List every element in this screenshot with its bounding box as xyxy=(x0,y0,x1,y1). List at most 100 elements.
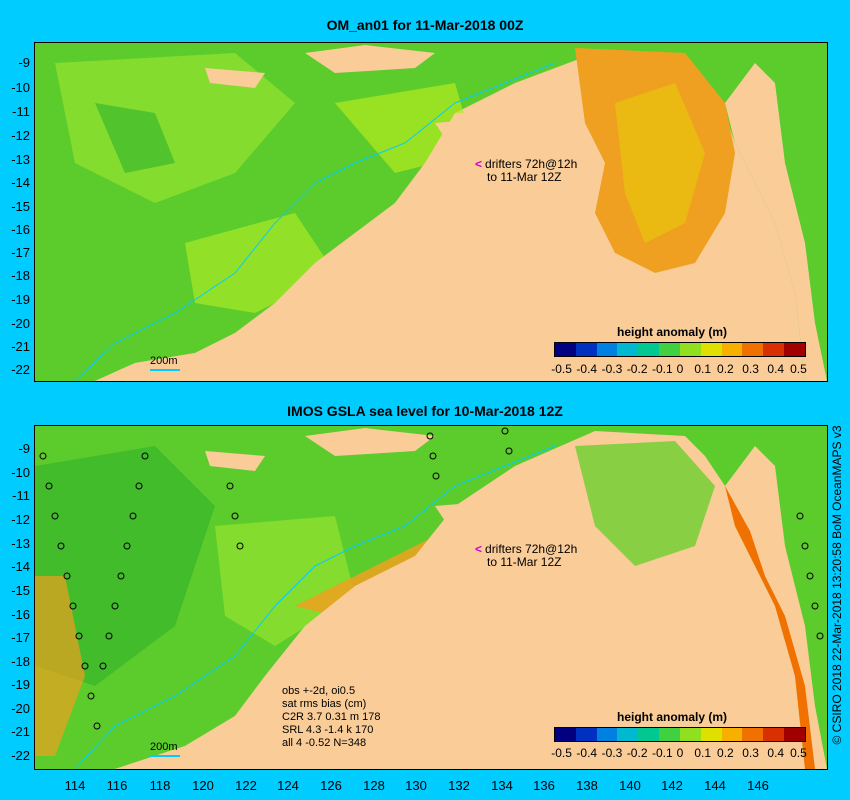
colorbar-panel-1 xyxy=(554,342,806,357)
x-tick-label: 128 xyxy=(363,778,385,793)
colorbar-tick: 0.4 xyxy=(767,362,785,376)
credit-label: © CSIRO 2018 22-Mar-2018 13:20:58 BoM Oc… xyxy=(830,425,844,745)
y-tick-label: -9 xyxy=(18,55,30,70)
colorbar-swatch xyxy=(555,343,576,356)
y-tick-label: -22 xyxy=(11,748,30,763)
stats-block: obs +-2d, oi0.5 sat rms bias (cm) C2R 3.… xyxy=(282,685,380,750)
scale-label: 200m xyxy=(150,741,178,753)
x-tick-label: 116 xyxy=(106,778,128,793)
colorbar-swatch xyxy=(575,728,597,741)
colorbar-tick: -0.1 xyxy=(652,362,673,376)
colorbar-swatch xyxy=(679,728,701,741)
y-tick-label: -16 xyxy=(11,607,30,622)
colorbar-swatch xyxy=(659,343,680,356)
x-tick-label: 122 xyxy=(235,778,257,793)
colorbar-swatch xyxy=(659,728,680,741)
y-tick-label: -16 xyxy=(11,222,30,237)
y-tick-label: -19 xyxy=(11,292,30,307)
y-tick-label: -22 xyxy=(11,362,30,377)
x-tick-label: 120 xyxy=(192,778,214,793)
colorbar-swatch xyxy=(555,728,576,741)
x-tick-label: 140 xyxy=(619,778,641,793)
x-tick-label: 142 xyxy=(661,778,683,793)
y-tick-label: -14 xyxy=(11,175,30,190)
x-tick-label: 126 xyxy=(320,778,342,793)
drifter-note-line: to 11-Mar 12Z xyxy=(487,555,562,569)
x-tick-label: 118 xyxy=(149,778,171,793)
colorbar-tick: 0.2 xyxy=(717,362,734,376)
x-tick-label: 130 xyxy=(405,778,427,793)
x-tick-label: 134 xyxy=(491,778,513,793)
colorbar-tick: -0.1 xyxy=(652,746,673,760)
y-tick-label: -15 xyxy=(11,199,30,214)
stats-line: SRL 4.3 -1.4 k 170 xyxy=(282,724,374,736)
x-tick-label: 132 xyxy=(448,778,470,793)
x-tick-label: 138 xyxy=(576,778,598,793)
y-tick-label: -19 xyxy=(11,677,30,692)
y-tick-label: -21 xyxy=(11,724,30,739)
colorbar-swatch xyxy=(638,343,660,356)
colorbar-swatch xyxy=(742,343,764,356)
x-tick-label: 144 xyxy=(704,778,726,793)
y-tick-label: -18 xyxy=(11,654,30,669)
drifter-arrow-icon: < xyxy=(475,542,483,556)
colorbar-tick: 0.3 xyxy=(742,746,759,760)
panel-2-map xyxy=(34,425,828,770)
colorbar-tick: 0.1 xyxy=(694,362,712,376)
colorbar-tick: -0.4 xyxy=(576,362,598,376)
colorbar-tick: -0.3 xyxy=(601,362,623,376)
y-tick-label: -13 xyxy=(11,536,30,551)
colorbar-swatch xyxy=(596,728,618,741)
drifter-note-line: to 11-Mar 12Z xyxy=(487,170,562,184)
colorbar-swatch xyxy=(617,343,639,356)
y-tick-label: -21 xyxy=(11,339,30,354)
y-tick-label: -17 xyxy=(11,630,30,645)
stats-line: all 4 -0.52 N=348 xyxy=(282,737,367,749)
colorbar-tick: 0.5 xyxy=(790,362,807,376)
colorbar-swatch xyxy=(638,728,660,741)
colorbar-tick: -0.2 xyxy=(626,362,648,376)
drifter-note-line: drifters 72h@12h xyxy=(485,542,578,556)
y-tick-label: -18 xyxy=(11,268,30,283)
colorbar-tick: 0.1 xyxy=(694,746,712,760)
panel-1-title: OM_an01 for 11-Mar-2018 00Z xyxy=(326,17,524,33)
y-tick-label: -10 xyxy=(11,465,30,480)
drifter-arrow-icon: < xyxy=(475,157,483,171)
colorbar-swatch xyxy=(763,728,785,741)
colorbar-tick: -0.2 xyxy=(626,746,648,760)
colorbar-tick: -0.5 xyxy=(551,362,572,376)
y-tick-label: -12 xyxy=(11,128,30,143)
colorbar-tick: 0 xyxy=(676,746,684,760)
colorbar-tick: 0.2 xyxy=(717,746,734,760)
panel-1-map xyxy=(34,42,828,382)
stats-line: sat rms bias (cm) xyxy=(282,698,367,710)
drifter-note-panel-1: < drifters 72h@12h to 11-Mar 12Z xyxy=(475,158,577,184)
y-tick-label: -11 xyxy=(12,488,30,503)
credit-text: © CSIRO 2018 22-Mar-2018 13:20:58 BoM Oc… xyxy=(826,405,848,765)
colorbar-tick: 0.3 xyxy=(742,362,759,376)
colorbar-tick: 0.5 xyxy=(790,746,807,760)
scale-label: 200m xyxy=(150,355,178,367)
stats-line: obs +-2d, oi0.5 xyxy=(282,685,356,697)
x-tick-label: 146 xyxy=(747,778,769,793)
colorbar-swatch xyxy=(596,343,618,356)
colorbar-swatch xyxy=(763,343,785,356)
colorbar-panel-2 xyxy=(554,727,806,742)
y-tick-label: -20 xyxy=(11,701,30,716)
drifter-note-panel-2: < drifters 72h@12h to 11-Mar 12Z xyxy=(475,543,577,569)
colorbar-tick: -0.5 xyxy=(551,746,572,760)
y-tick-label: -15 xyxy=(11,583,30,598)
y-tick-label: -17 xyxy=(11,245,30,260)
colorbar-tick: -0.3 xyxy=(601,746,623,760)
colorbar-tick: 0.4 xyxy=(767,746,785,760)
colorbar-tick: -0.4 xyxy=(576,746,598,760)
colorbar-swatch xyxy=(721,343,743,356)
legend-title-panel-2: height anomaly (m) xyxy=(617,710,728,724)
x-tick-label: 136 xyxy=(533,778,555,793)
y-tick-label: -12 xyxy=(11,512,30,527)
y-tick-label: -14 xyxy=(11,559,30,574)
y-tick-label: -20 xyxy=(11,316,30,331)
contour-line-sample xyxy=(150,369,180,371)
colorbar-swatch xyxy=(721,728,743,741)
scale-legend-panel-2: 200m xyxy=(150,741,180,757)
